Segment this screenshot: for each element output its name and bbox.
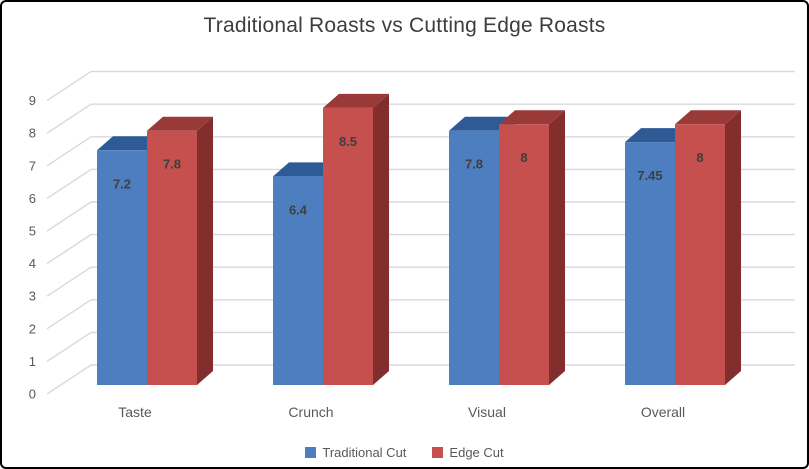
bar-front-face [147, 130, 197, 385]
bar-front-face [449, 130, 499, 385]
y-axis-tick-label: 5 [29, 224, 36, 239]
y-axis-tick-label: 0 [29, 387, 36, 402]
bar-top-face [675, 110, 741, 125]
bar-front-face [499, 124, 549, 385]
bar-top-face [499, 110, 565, 125]
x-axis-category-label: Overall [641, 404, 685, 420]
bar-data-label: 8 [520, 150, 527, 165]
bar-data-label: 7.8 [465, 157, 483, 172]
bar-top-face [625, 128, 691, 143]
bar-edge-cut-crunch[interactable] [323, 93, 389, 386]
bar-top-face [323, 93, 389, 108]
bar-data-label: 7.2 [113, 176, 131, 191]
bar-data-label: 6.4 [289, 202, 308, 217]
bar-top-face [449, 116, 515, 131]
bar-front-face [323, 107, 373, 386]
bar-top-face [273, 162, 339, 177]
chart-legend: Traditional Cut Edge Cut [2, 445, 807, 460]
bar-edge-cut-overall[interactable] [675, 110, 741, 385]
y-axis-tick-label: 2 [29, 321, 36, 336]
bar-front-face [675, 124, 725, 385]
bar-edge-cut-visual[interactable] [499, 110, 565, 385]
y-axis-tick-label: 7 [29, 158, 36, 173]
chart-title: Traditional Roasts vs Cutting Edge Roast… [203, 14, 606, 37]
x-axis-category-label: Crunch [288, 404, 333, 420]
gridline [46, 70, 795, 102]
bar-front-face [97, 150, 147, 385]
bar-top-face [97, 136, 163, 151]
bar-data-label: 7.8 [163, 157, 181, 172]
bar-side-face [197, 116, 213, 385]
y-axis-tick-label: 3 [29, 289, 36, 304]
y-axis-tick-label: 9 [29, 93, 36, 108]
legend-label-traditional-cut: Traditional Cut [322, 445, 407, 460]
bar-top-face [147, 116, 213, 131]
gridline [46, 103, 795, 134]
bar-side-face [725, 110, 741, 385]
y-axis-tick-label: 6 [29, 191, 36, 206]
y-axis-tick-label: 1 [29, 354, 36, 369]
y-axis-tick-label: 4 [29, 256, 36, 271]
legend-item-traditional-cut[interactable]: Traditional Cut [305, 445, 406, 460]
y-axis-tick-label: 8 [29, 126, 36, 141]
bar-data-label: 8.5 [339, 134, 357, 149]
x-axis-category-label: Visual [468, 404, 506, 420]
bar-data-label: 7.45 [637, 168, 662, 183]
x-axis-category-label: Taste [118, 404, 152, 420]
legend-label-edge-cut: Edge Cut [449, 445, 504, 460]
bar-front-face [273, 176, 323, 385]
legend-item-edge-cut[interactable]: Edge Cut [432, 445, 504, 460]
legend-swatch-traditional-cut-icon [305, 447, 317, 458]
bar-data-label: 8 [696, 150, 703, 165]
bar-edge-cut-taste[interactable] [147, 116, 213, 385]
bar-front-face [625, 142, 675, 385]
bar-side-face [549, 110, 565, 385]
legend-swatch-edge-cut-icon [432, 447, 444, 458]
bar-side-face [373, 93, 389, 386]
